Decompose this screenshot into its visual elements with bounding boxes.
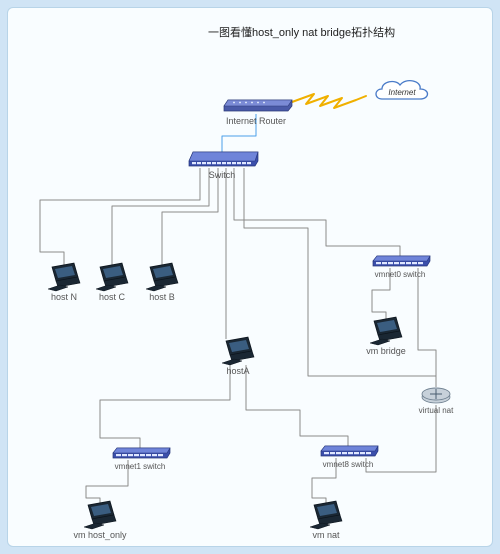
pc-icon-host_a xyxy=(220,337,256,367)
label-virtual_nat: virtual nat xyxy=(419,406,454,415)
pc-icon-vm_nat xyxy=(308,501,344,531)
pc-icon-host_c xyxy=(94,263,130,293)
pc-icon-host_b xyxy=(144,263,180,293)
label-host_c: host C xyxy=(99,292,125,302)
pc-icon-vm_bridge xyxy=(368,317,404,347)
cloud-label: Internet xyxy=(388,88,416,97)
label-vmnet8: vmnet8 switch xyxy=(323,460,374,469)
label-switch_main: Switch xyxy=(209,170,236,180)
switch-icon-vmnet8 xyxy=(318,444,378,460)
label-host_a: hostA xyxy=(226,366,249,376)
label-internet_router: Internet Router xyxy=(226,116,286,126)
virtual-nat-icon-virtual_nat xyxy=(421,386,451,406)
label-vmnet0: vmnet0 switch xyxy=(375,270,426,279)
label-vm_hostonly: vm host_only xyxy=(73,530,126,540)
cloud-icon-internet_cloud: Internet xyxy=(370,75,434,109)
router-icon-internet_router xyxy=(220,99,292,117)
pc-icon-host_n xyxy=(46,263,82,293)
label-vm_nat: vm nat xyxy=(312,530,339,540)
diagram-title: 一图看懂host_only nat bridge拓扑结构 xyxy=(208,24,395,40)
label-host_b: host B xyxy=(149,292,175,302)
switch-icon-switch_main xyxy=(186,150,258,170)
pc-icon-vm_hostonly xyxy=(82,501,118,531)
label-vmnet1: vmnet1 switch xyxy=(115,462,166,471)
label-vm_bridge: vm bridge xyxy=(366,346,406,356)
switch-icon-vmnet1 xyxy=(110,446,170,462)
label-host_n: host N xyxy=(51,292,77,302)
switch-icon-vmnet0 xyxy=(370,254,430,270)
